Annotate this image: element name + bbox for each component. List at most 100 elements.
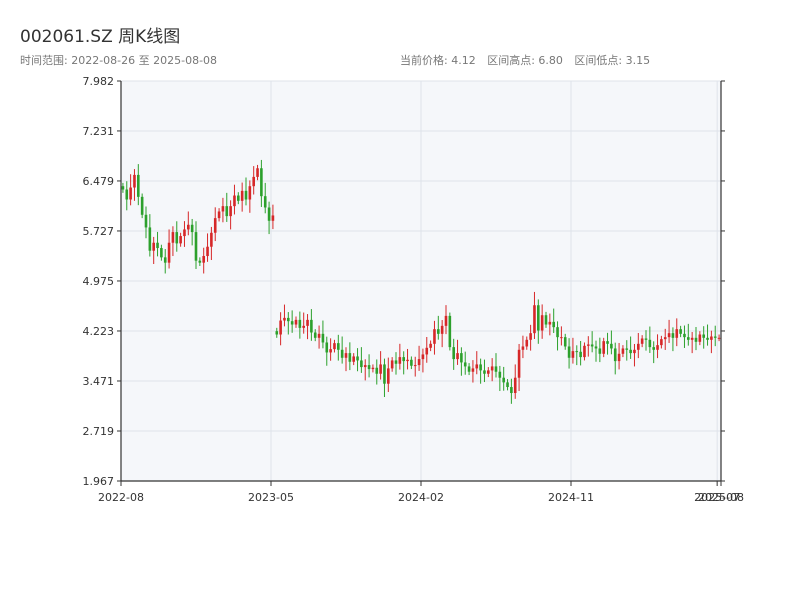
candle <box>352 353 355 366</box>
candle-body <box>467 366 471 372</box>
candle <box>540 304 544 339</box>
candle <box>710 330 713 354</box>
candle-body <box>590 344 594 347</box>
candle <box>194 221 198 269</box>
candle-body <box>602 341 605 354</box>
candle-body <box>271 215 275 221</box>
candle <box>271 204 275 230</box>
candle-body <box>579 351 582 358</box>
candle <box>590 331 594 353</box>
range-high-label: 区间高点: 6.80 <box>487 54 563 67</box>
candle-body <box>460 353 463 363</box>
candle <box>460 347 463 376</box>
candle-body <box>283 317 286 321</box>
candle-body <box>279 320 282 335</box>
candle <box>183 221 186 247</box>
candle <box>206 233 209 262</box>
candle <box>498 365 502 392</box>
candle <box>313 329 317 342</box>
candle <box>410 356 413 370</box>
candle-body <box>371 367 375 370</box>
candle <box>579 340 582 366</box>
candle-body <box>694 337 698 342</box>
candle <box>163 249 167 274</box>
candle-body <box>248 186 252 200</box>
candle-body <box>679 329 682 334</box>
candle <box>552 308 555 334</box>
candle-body <box>144 214 148 228</box>
candle <box>225 192 229 222</box>
candle <box>140 193 144 219</box>
candle <box>640 335 644 348</box>
candle-body <box>506 382 509 388</box>
candle <box>548 313 552 336</box>
y-tick-label: 5.727 <box>83 225 115 238</box>
candle-body <box>475 364 479 369</box>
candle <box>637 333 640 359</box>
candle <box>648 326 652 353</box>
x-tick-label: 2024-02 <box>398 491 444 504</box>
candle-body <box>256 168 259 177</box>
candle-body <box>394 360 398 364</box>
candle <box>671 327 675 352</box>
candle-body <box>487 370 490 374</box>
candle <box>537 299 540 344</box>
candle-body <box>510 387 513 394</box>
candle <box>690 332 694 354</box>
candle-body <box>479 364 482 371</box>
candle <box>629 336 632 359</box>
candle <box>571 337 575 364</box>
candle-body <box>290 321 294 325</box>
candle <box>502 366 505 391</box>
candle-body <box>717 337 721 339</box>
candle-body <box>198 260 202 263</box>
candle-body <box>406 359 409 362</box>
candle <box>479 358 482 384</box>
candle-body <box>360 360 363 368</box>
chart-title: 002061.SZ 周K线图 <box>20 27 181 47</box>
candle-body <box>563 337 567 347</box>
candle <box>375 359 379 385</box>
candle-body <box>452 347 455 360</box>
candle-body <box>621 348 625 354</box>
candle <box>694 327 698 351</box>
candle-body <box>367 365 371 370</box>
candle-body <box>598 348 602 354</box>
candle-body <box>240 190 244 201</box>
candle-body <box>552 321 555 328</box>
candles <box>121 159 721 404</box>
candle <box>525 336 529 350</box>
candle <box>233 184 236 215</box>
candle <box>613 342 617 375</box>
candle-body <box>444 315 448 326</box>
candle-body <box>456 353 459 360</box>
candle-body <box>310 319 313 333</box>
candle-body <box>190 224 194 233</box>
x-tick-label: 2025-08 <box>698 491 744 504</box>
candle <box>337 334 340 361</box>
x-tick-label: 2024-11 <box>548 491 594 504</box>
candle-body <box>560 337 563 339</box>
candle-body <box>494 366 498 372</box>
candle <box>133 169 136 201</box>
candle <box>210 226 213 261</box>
candle <box>706 324 709 346</box>
candle <box>148 214 152 257</box>
candle <box>371 364 375 373</box>
candle-body <box>237 195 240 201</box>
candle <box>340 336 344 364</box>
candle <box>587 336 590 357</box>
candle-body <box>260 168 263 197</box>
candle-body <box>644 338 648 340</box>
y-tick-label: 7.231 <box>83 125 115 138</box>
candle-body <box>298 319 302 328</box>
candle <box>125 181 129 211</box>
candle <box>221 197 225 223</box>
candle-body <box>483 370 486 374</box>
candle <box>598 337 602 363</box>
candle-body <box>606 341 609 344</box>
candle-body <box>325 342 329 353</box>
candle <box>179 232 182 247</box>
range-low-label: 区间低点: 3.15 <box>574 54 651 67</box>
